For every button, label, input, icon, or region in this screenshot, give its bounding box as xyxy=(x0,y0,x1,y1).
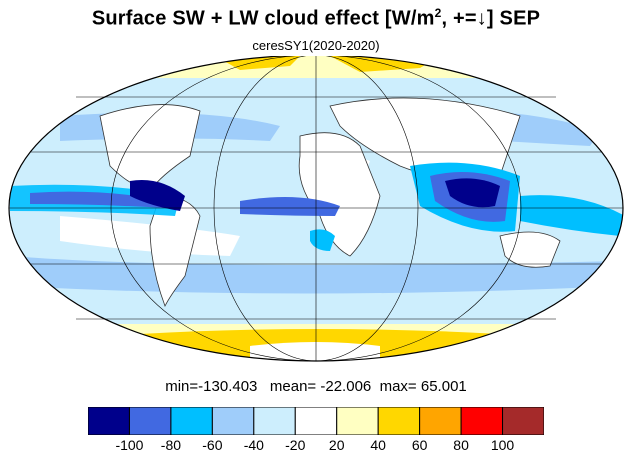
central-america-core xyxy=(130,180,185,211)
colorbar-swatch xyxy=(294,407,338,435)
colorbar-tick-label: -40 xyxy=(243,437,264,453)
stats-line: min=-130.403 mean= -22.006 max= 65.001 xyxy=(165,378,467,395)
antarctic-white-patch xyxy=(250,342,380,361)
colorbar-swatch xyxy=(253,407,296,435)
colorbar-swatch xyxy=(88,407,130,435)
colorbar-labels: -100 -80 -60 -40 -20 20 40 60 80 100 xyxy=(88,437,544,457)
spcz xyxy=(520,195,623,236)
warm-pool-core xyxy=(445,178,500,208)
colorbar-tick-label: -60 xyxy=(202,437,223,453)
colorbar-tick-label: 40 xyxy=(370,437,386,453)
colorbar-tick-label: -80 xyxy=(160,437,182,453)
north-america xyxy=(99,104,201,192)
colorbar-tick-label: 20 xyxy=(328,437,345,453)
colorbar-tick-label: 80 xyxy=(453,437,469,453)
colorbar-swatch xyxy=(377,407,421,435)
colorbar-swatch xyxy=(128,407,172,435)
colorbar-swatch xyxy=(502,407,544,435)
colorbar-tick-label: 100 xyxy=(490,437,515,453)
colorbar-tick-label: 60 xyxy=(411,437,428,453)
globe-outline xyxy=(8,56,624,362)
colorbar-swatch xyxy=(419,407,462,435)
colorbar-tick-label: -100 xyxy=(115,437,144,453)
south-america xyxy=(149,195,201,307)
world-map xyxy=(8,56,624,362)
map-title: Surface SW + LW cloud effect [W/m2, +=↓]… xyxy=(91,6,541,30)
colorbar-swatch xyxy=(460,407,504,435)
australia xyxy=(499,231,561,268)
colorbar xyxy=(88,407,544,435)
africa xyxy=(298,132,381,257)
atlantic-itcz xyxy=(240,197,340,216)
map-subtitle: ceresSY1(2020-2020) xyxy=(252,38,380,53)
colorbar-tick-label: -20 xyxy=(285,437,306,453)
colorbar-swatch xyxy=(336,407,379,435)
colorbar-swatch xyxy=(170,407,213,435)
colorbar-swatch xyxy=(211,407,255,435)
